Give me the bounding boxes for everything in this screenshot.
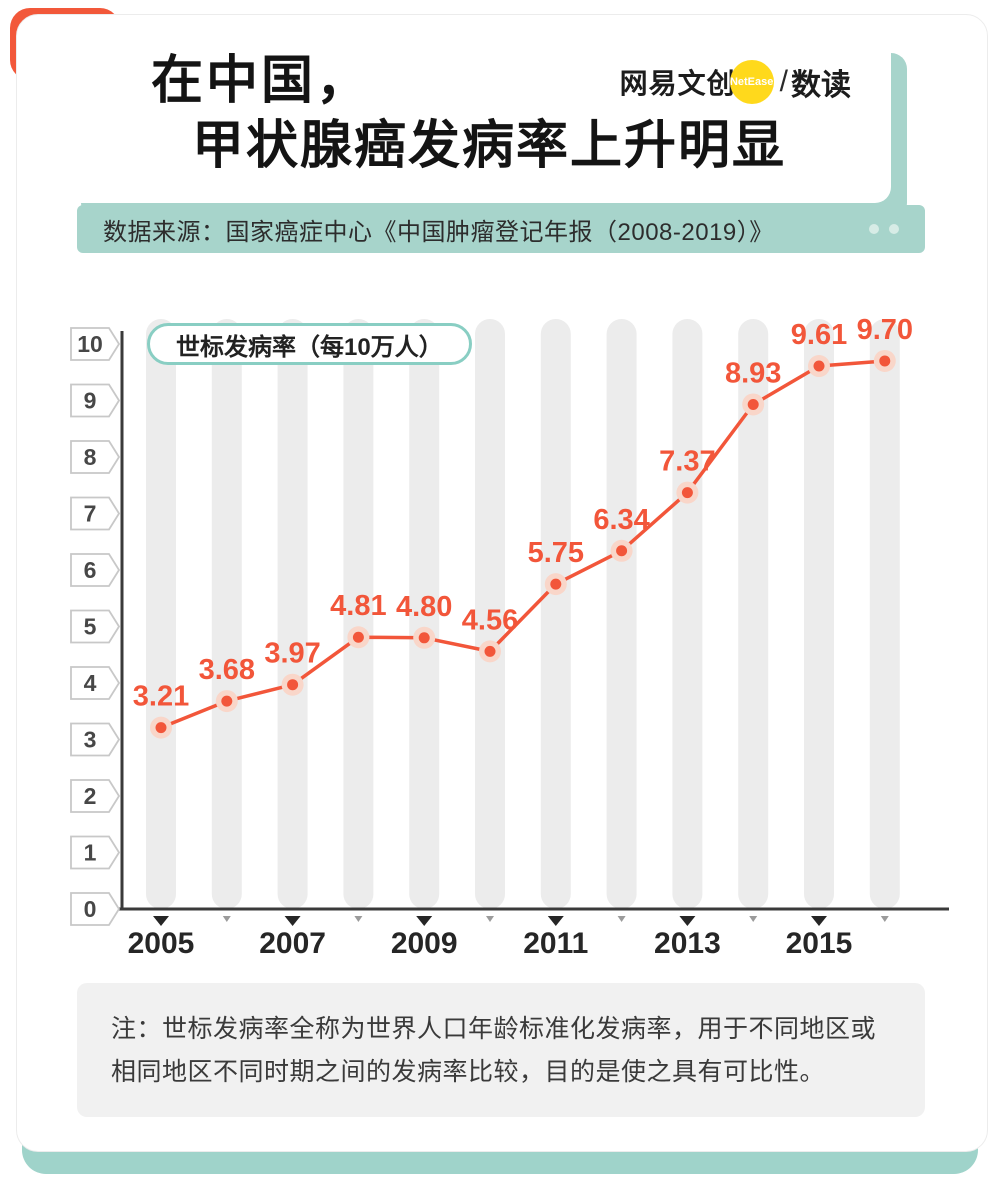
value-label: 9.61 [791, 319, 847, 351]
data-point [287, 679, 299, 691]
y-tick-box [70, 383, 121, 418]
x-tick-mark [153, 916, 169, 926]
y-tick-label: 4 [84, 670, 97, 696]
value-label: 4.80 [396, 591, 452, 623]
column-band [211, 319, 242, 909]
x-tick-label: 2009 [391, 927, 458, 960]
value-label: 4.81 [330, 590, 386, 622]
brand-separator: / [779, 64, 788, 98]
y-tick-label: 2 [84, 783, 97, 809]
incidence-line [159, 359, 887, 730]
page-title-line-1: 在中国， [151, 52, 372, 110]
column-band [738, 319, 769, 909]
y-tick-label: 3 [84, 727, 97, 753]
x-tick-mark [679, 916, 696, 926]
column-band [475, 319, 505, 909]
data-point [155, 722, 167, 734]
title-card: 在中国， 网易文创 NetEase / 数读 甲状腺癌发病率上升明显 [65, 37, 891, 203]
brand-sub-name: 数读 [791, 68, 851, 102]
data-point [418, 632, 430, 644]
x-tick-mark [354, 916, 363, 922]
value-label: 8.93 [725, 357, 781, 389]
y-tick-box [70, 835, 121, 870]
title-row: 在中国， 网易文创 NetEase / 数读 [127, 49, 851, 114]
y-tick-box [70, 892, 121, 926]
source-bar: 数据来源：国家癌症中心《中国肿瘤登记年报（2008-2019）》 [77, 205, 925, 253]
netease-badge-icon: NetEase [729, 59, 774, 104]
column-band [672, 319, 703, 909]
data-point [484, 645, 496, 657]
x-tick-label: 2005 [128, 927, 195, 960]
data-point [681, 487, 693, 499]
page-title-line-2: 甲状腺癌发病率上升明显 [191, 117, 786, 175]
y-tick-box [70, 496, 121, 531]
x-tick-label: 2015 [786, 927, 853, 960]
value-label: 3.21 [133, 681, 189, 713]
dot-icon [889, 224, 899, 234]
brand-logo: 网易文创 NetEase / 数读 [619, 59, 851, 104]
x-tick-label: 2007 [259, 927, 326, 960]
x-tick-mark [547, 916, 564, 926]
x-tick-mark [486, 916, 494, 922]
y-tick-label: 7 [84, 501, 97, 527]
value-label: 3.97 [264, 638, 320, 670]
y-tick-box [70, 553, 121, 587]
y-tick-box [70, 609, 121, 644]
x-tick-label: 2013 [654, 927, 721, 960]
y-tick-label: 5 [84, 614, 97, 640]
y-tick-box [70, 722, 121, 757]
y-tick-box [70, 779, 121, 813]
x-tick-mark [617, 916, 626, 922]
chart-area: 0 1 2 3 4 5 6 7 8 9 10 2005 2007 2009 2011 2013 2015 3.21… [57, 295, 957, 985]
y-tick-box [70, 327, 121, 361]
value-label: 4.56 [462, 604, 518, 636]
x-tick-mark [811, 916, 827, 926]
source-dots-icon [869, 224, 899, 234]
column-band [869, 319, 900, 909]
value-label: 9.70 [857, 314, 913, 346]
y-tick-label: 8 [84, 444, 97, 470]
brand-name: 网易文创 [619, 67, 736, 99]
dot-icon [869, 224, 879, 234]
data-point [550, 578, 562, 590]
data-point [747, 398, 759, 410]
source-text: 数据来源：国家癌症中心《中国肿瘤登记年报（2008-2019）》 [103, 218, 774, 246]
y-tick-box [70, 440, 121, 474]
x-tick-mark [222, 916, 231, 922]
column-band [409, 319, 440, 909]
x-tick-mark [749, 916, 758, 922]
x-tick-label: 2011 [523, 927, 588, 960]
y-tick-label: 9 [84, 388, 97, 414]
y-tick-box [70, 666, 121, 700]
column-band [277, 319, 308, 909]
x-tick-mark [880, 916, 889, 922]
column-band [540, 319, 571, 909]
column-band [606, 319, 637, 909]
main-card: 在中国， 网易文创 NetEase / 数读 甲状腺癌发病率上升明显 数据来源：… [16, 14, 988, 1152]
netease-badge-label: NetEase [729, 75, 774, 88]
y-tick-label: 10 [77, 331, 103, 357]
data-point [879, 355, 891, 367]
x-tick-mark [284, 916, 301, 926]
y-tick-label: 0 [84, 896, 97, 922]
note-box: 注：世标发病率全称为世界人口年龄标准化发病率，用于不同地区或相同地区不同时期之间… [77, 983, 925, 1117]
data-point [616, 545, 628, 557]
y-tick-label: 6 [84, 557, 97, 583]
column-band [343, 319, 374, 909]
note-text: 注：世标发病率全称为世界人口年龄标准化发病率，用于不同地区或相同地区不同时期之间… [111, 1015, 877, 1086]
chart-legend: 世标发病率（每10万人） [147, 323, 472, 365]
value-label: 3.68 [199, 654, 255, 686]
value-label: 7.37 [659, 446, 715, 478]
y-tick-label: 1 [84, 840, 97, 866]
incidence-line-chart: 0 1 2 3 4 5 6 7 8 9 10 2005 2007 2009 2011 2013 2015 3.21… [70, 314, 949, 960]
value-label: 5.75 [528, 537, 584, 569]
data-point [813, 360, 825, 372]
value-label: 6.34 [593, 504, 649, 536]
x-tick-mark [416, 916, 433, 926]
column-band [146, 319, 176, 909]
column-band [804, 319, 834, 909]
data-point [221, 695, 233, 707]
data-point [352, 631, 364, 643]
